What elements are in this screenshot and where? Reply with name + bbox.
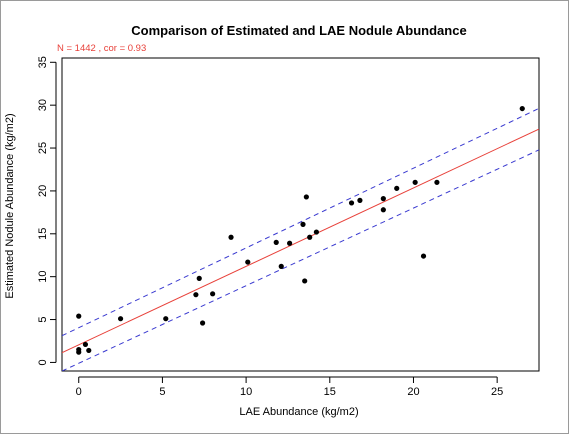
y-tick-label: 5	[37, 316, 49, 322]
data-point	[76, 349, 82, 355]
y-tick-label: 35	[37, 56, 49, 68]
y-tick-label: 10	[37, 271, 49, 283]
x-tick-label: 25	[491, 386, 503, 398]
data-point	[348, 200, 355, 206]
y-tick-label: 0	[37, 359, 49, 365]
data-point	[357, 197, 363, 203]
data-point	[117, 316, 124, 322]
data-point	[420, 253, 427, 259]
data-point	[82, 341, 89, 348]
data-point	[245, 259, 251, 265]
data-point	[412, 179, 418, 185]
data-point	[302, 278, 308, 284]
data-point	[434, 179, 440, 185]
plot-area	[61, 57, 540, 372]
y-tick-label: 30	[37, 99, 49, 111]
lower-band-line	[62, 149, 539, 371]
data-point	[210, 291, 216, 297]
data-point	[273, 239, 279, 245]
x-tick-label: 15	[324, 386, 336, 398]
data-point	[199, 320, 206, 326]
x-tick-label: 20	[407, 386, 419, 398]
fit-line	[62, 128, 539, 354]
confidence-band	[62, 107, 539, 371]
data-point	[193, 292, 199, 298]
data-point	[380, 207, 386, 213]
data-point	[76, 313, 82, 319]
data-point	[380, 196, 386, 202]
x-tick-label: 0	[76, 386, 82, 398]
y-axis-label: Estimated Nodule Abundance (kg/m2)	[4, 113, 16, 298]
data-point	[86, 347, 92, 354]
y-axis: 0 5 10 15 20 25 30 35	[37, 56, 57, 365]
data-point	[300, 221, 306, 227]
data-point	[303, 194, 309, 200]
y-tick-label: 20	[37, 185, 49, 197]
stats-annotation: N = 1442 , cor = 0.93	[57, 43, 146, 54]
regression-line	[62, 128, 539, 354]
data-point	[196, 275, 202, 281]
upper-band-line	[62, 107, 539, 337]
data-points	[76, 105, 525, 355]
data-point	[519, 105, 525, 112]
data-point	[313, 229, 319, 235]
data-point	[278, 263, 284, 269]
data-point	[307, 234, 313, 240]
data-point	[163, 316, 169, 322]
chart-title: Comparison of Estimated and LAE Nodule A…	[131, 23, 466, 38]
x-tick-label: 5	[159, 386, 165, 398]
x-axis-label: LAE Abundance (kg/m2)	[239, 406, 358, 418]
y-tick-label: 25	[37, 142, 49, 154]
data-point	[287, 240, 293, 246]
data-point	[394, 185, 400, 191]
x-tick-label: 10	[240, 386, 252, 398]
y-tick-label: 15	[37, 228, 49, 240]
x-axis: 0 5 10 15 20 25	[76, 376, 503, 398]
data-point	[228, 234, 234, 240]
